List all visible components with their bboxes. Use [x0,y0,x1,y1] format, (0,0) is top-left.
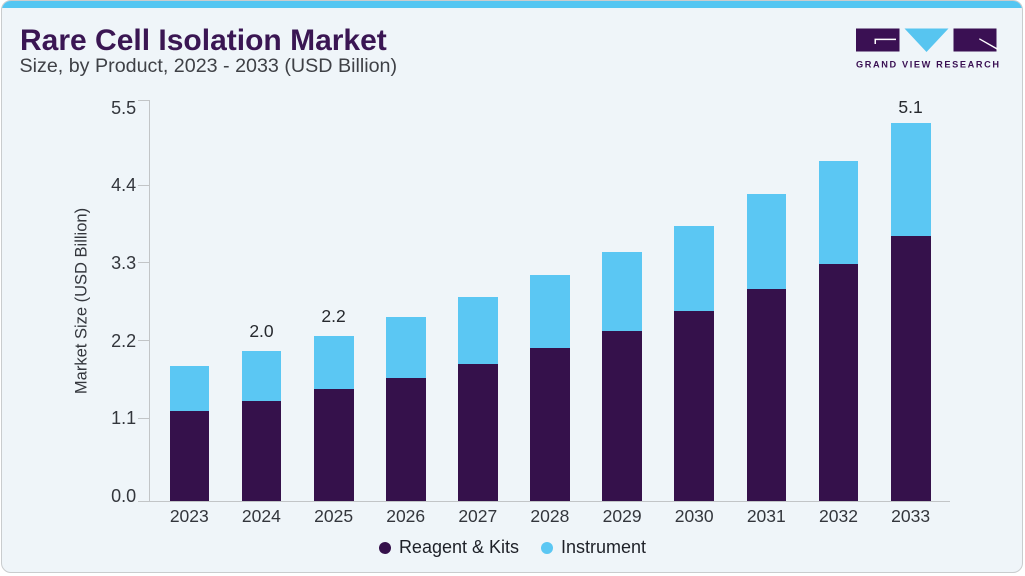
svg-text:GRAND VIEW RESEARCH: GRAND VIEW RESEARCH [856,59,1001,69]
